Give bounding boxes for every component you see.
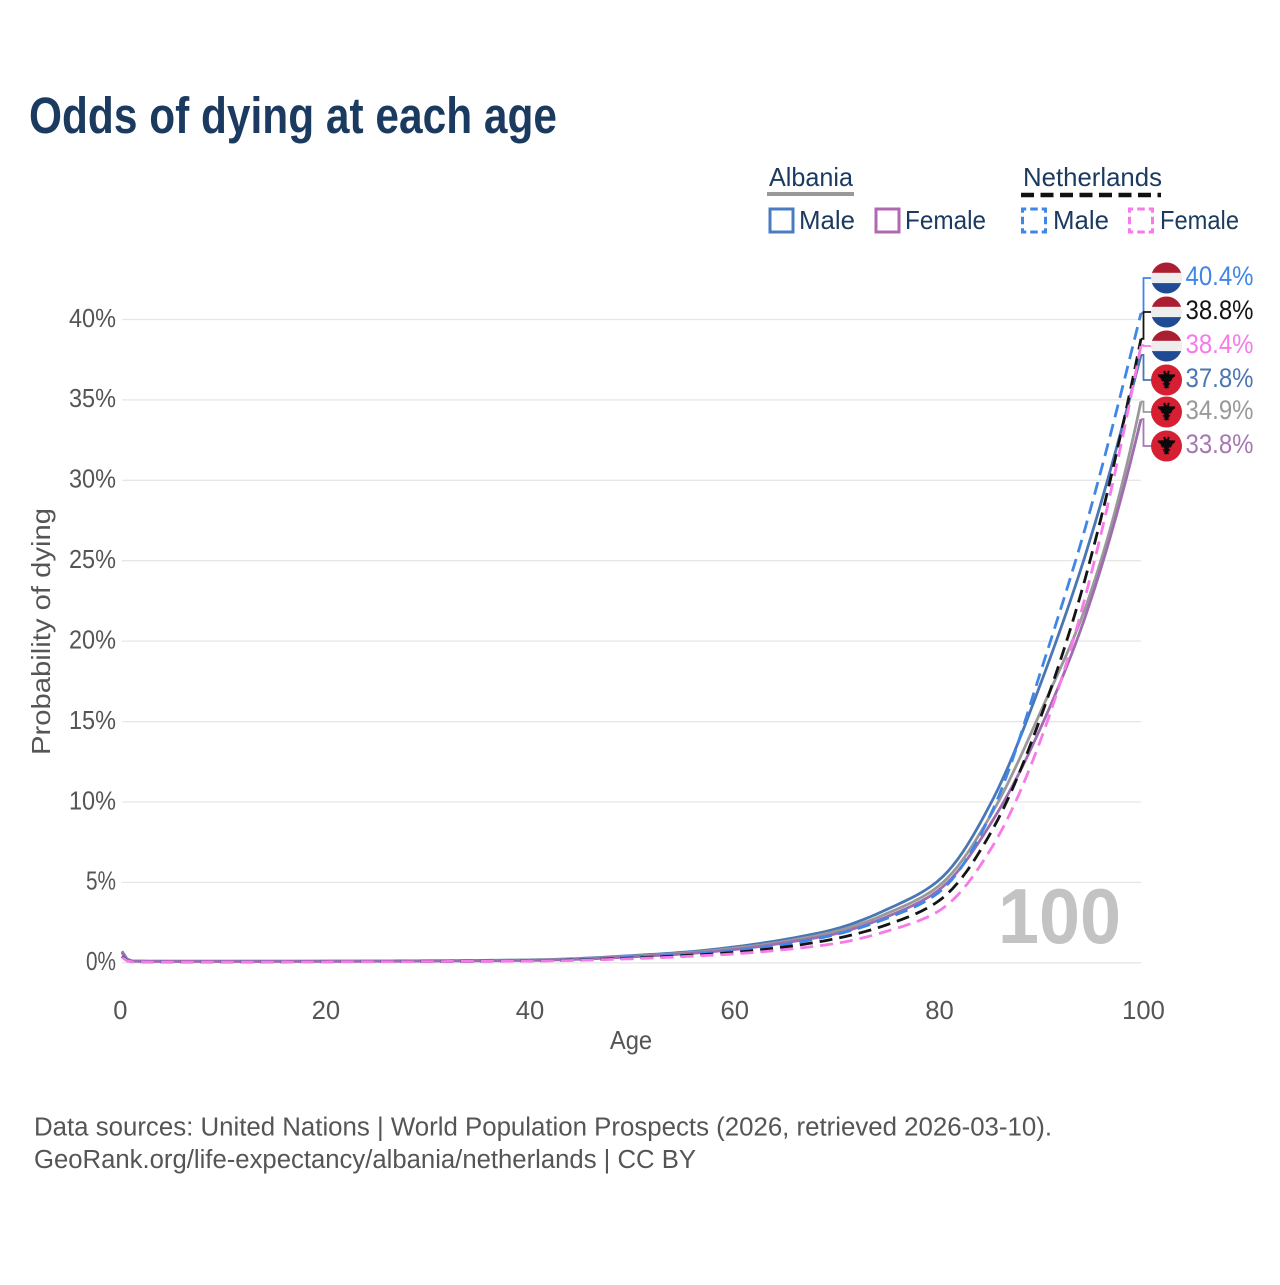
svg-text:Age: Age xyxy=(610,1025,652,1055)
svg-text:40: 40 xyxy=(516,995,545,1025)
svg-text:Male: Male xyxy=(1053,205,1109,235)
svg-text:Netherlands: Netherlands xyxy=(1023,162,1162,192)
svg-text:Odds of dying at each age: Odds of dying at each age xyxy=(29,87,557,144)
svg-text:40%: 40% xyxy=(69,303,116,333)
svg-text:37.8%: 37.8% xyxy=(1186,363,1254,393)
svg-text:20: 20 xyxy=(312,995,341,1025)
svg-text:38.8%: 38.8% xyxy=(1186,295,1254,325)
svg-text:0%: 0% xyxy=(86,946,116,976)
svg-text:33.8%: 33.8% xyxy=(1186,429,1254,459)
svg-text:40.4%: 40.4% xyxy=(1186,261,1254,291)
svg-text:Male: Male xyxy=(799,205,855,235)
svg-text:80: 80 xyxy=(925,995,954,1025)
svg-text:10%: 10% xyxy=(69,785,116,815)
svg-text:Albania: Albania xyxy=(769,162,854,192)
svg-text:Female: Female xyxy=(905,205,986,235)
svg-text:25%: 25% xyxy=(69,544,116,574)
svg-text:100: 100 xyxy=(1122,995,1165,1025)
svg-text:100: 100 xyxy=(998,872,1121,960)
svg-text:0: 0 xyxy=(113,995,127,1025)
svg-text:Female: Female xyxy=(1160,205,1239,235)
svg-text:5%: 5% xyxy=(86,866,116,896)
svg-text:38.4%: 38.4% xyxy=(1186,329,1254,359)
svg-text:30%: 30% xyxy=(69,464,116,494)
svg-text:GeoRank.org/life-expectancy/al: GeoRank.org/life-expectancy/albania/neth… xyxy=(34,1146,696,1174)
svg-text:35%: 35% xyxy=(69,383,116,413)
svg-text:Data sources: United Nations |: Data sources: United Nations | World Pop… xyxy=(34,1114,1052,1142)
svg-text:15%: 15% xyxy=(69,705,116,735)
svg-text:60: 60 xyxy=(721,995,750,1025)
svg-text:20%: 20% xyxy=(69,624,116,654)
svg-text:34.9%: 34.9% xyxy=(1186,395,1254,425)
svg-text:Probability of dying: Probability of dying xyxy=(26,508,56,755)
